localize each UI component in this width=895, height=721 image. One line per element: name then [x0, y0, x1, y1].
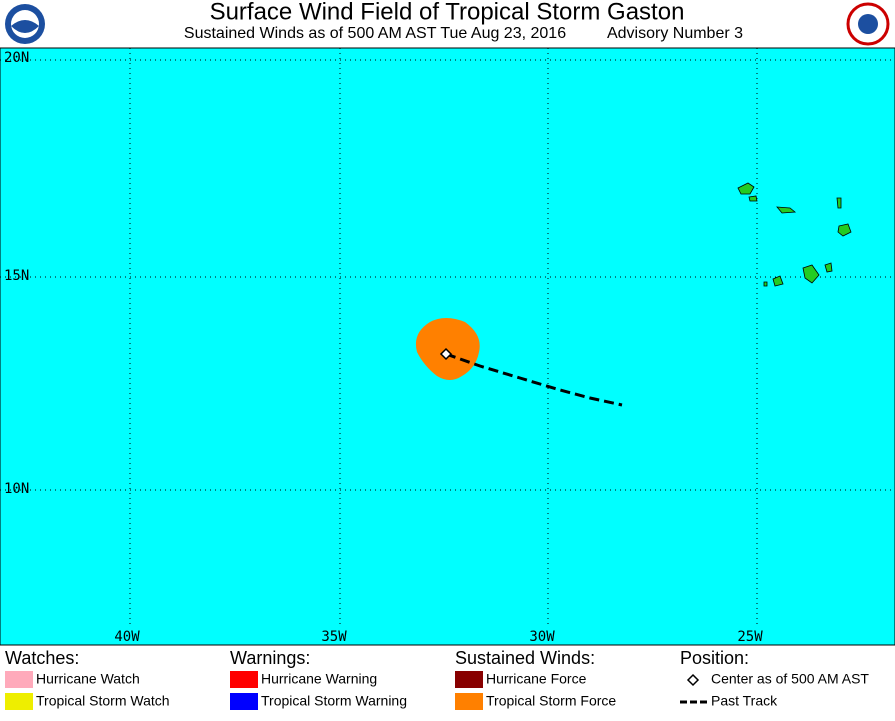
lon-label: 35W — [321, 629, 347, 645]
legend-item: Hurricane Watch — [36, 671, 140, 687]
nws-logo — [846, 2, 890, 46]
advisory: Advisory Number 3 — [607, 25, 743, 42]
legend-heading: Watches: — [5, 648, 79, 668]
grid — [0, 48, 895, 625]
legend-item: Center as of 500 AM AST — [711, 671, 869, 687]
lat-label: 20N — [4, 50, 29, 66]
legend-item: Hurricane Force — [486, 671, 587, 687]
lat-label: 10N — [4, 481, 29, 497]
title: Surface Wind Field of Tropical Storm Gas… — [210, 0, 685, 25]
ts-force-wind-field — [415, 318, 480, 380]
lon-label: 25W — [737, 629, 763, 645]
legend-item: Tropical Storm Watch — [36, 693, 170, 709]
islands — [737, 182, 852, 287]
legend-item: Past Track — [711, 693, 778, 709]
legend-item: Tropical Storm Warning — [261, 693, 407, 709]
legend-swatches — [5, 671, 708, 710]
lat-label: 15N — [4, 268, 29, 284]
subtitle: Sustained Winds as of 500 AM AST Tue Aug… — [184, 25, 566, 42]
legend-headings: Watches: Warnings: Sustained Winds: Posi… — [5, 648, 749, 668]
legend-heading: Warnings: — [230, 648, 310, 668]
header-bg — [0, 0, 895, 48]
legend-item: Hurricane Warning — [261, 671, 377, 687]
noaa-logo — [5, 4, 45, 44]
lon-label: 40W — [114, 629, 140, 645]
legend-heading: Sustained Winds: — [455, 648, 595, 668]
storm-center — [439, 347, 453, 361]
legend-item: Tropical Storm Force — [486, 693, 616, 709]
past-track — [445, 352, 623, 407]
legend-heading: Position: — [680, 648, 749, 668]
lon-label: 30W — [529, 629, 555, 645]
legend-items: Hurricane Watch Tropical Storm Watch Hur… — [36, 671, 869, 709]
